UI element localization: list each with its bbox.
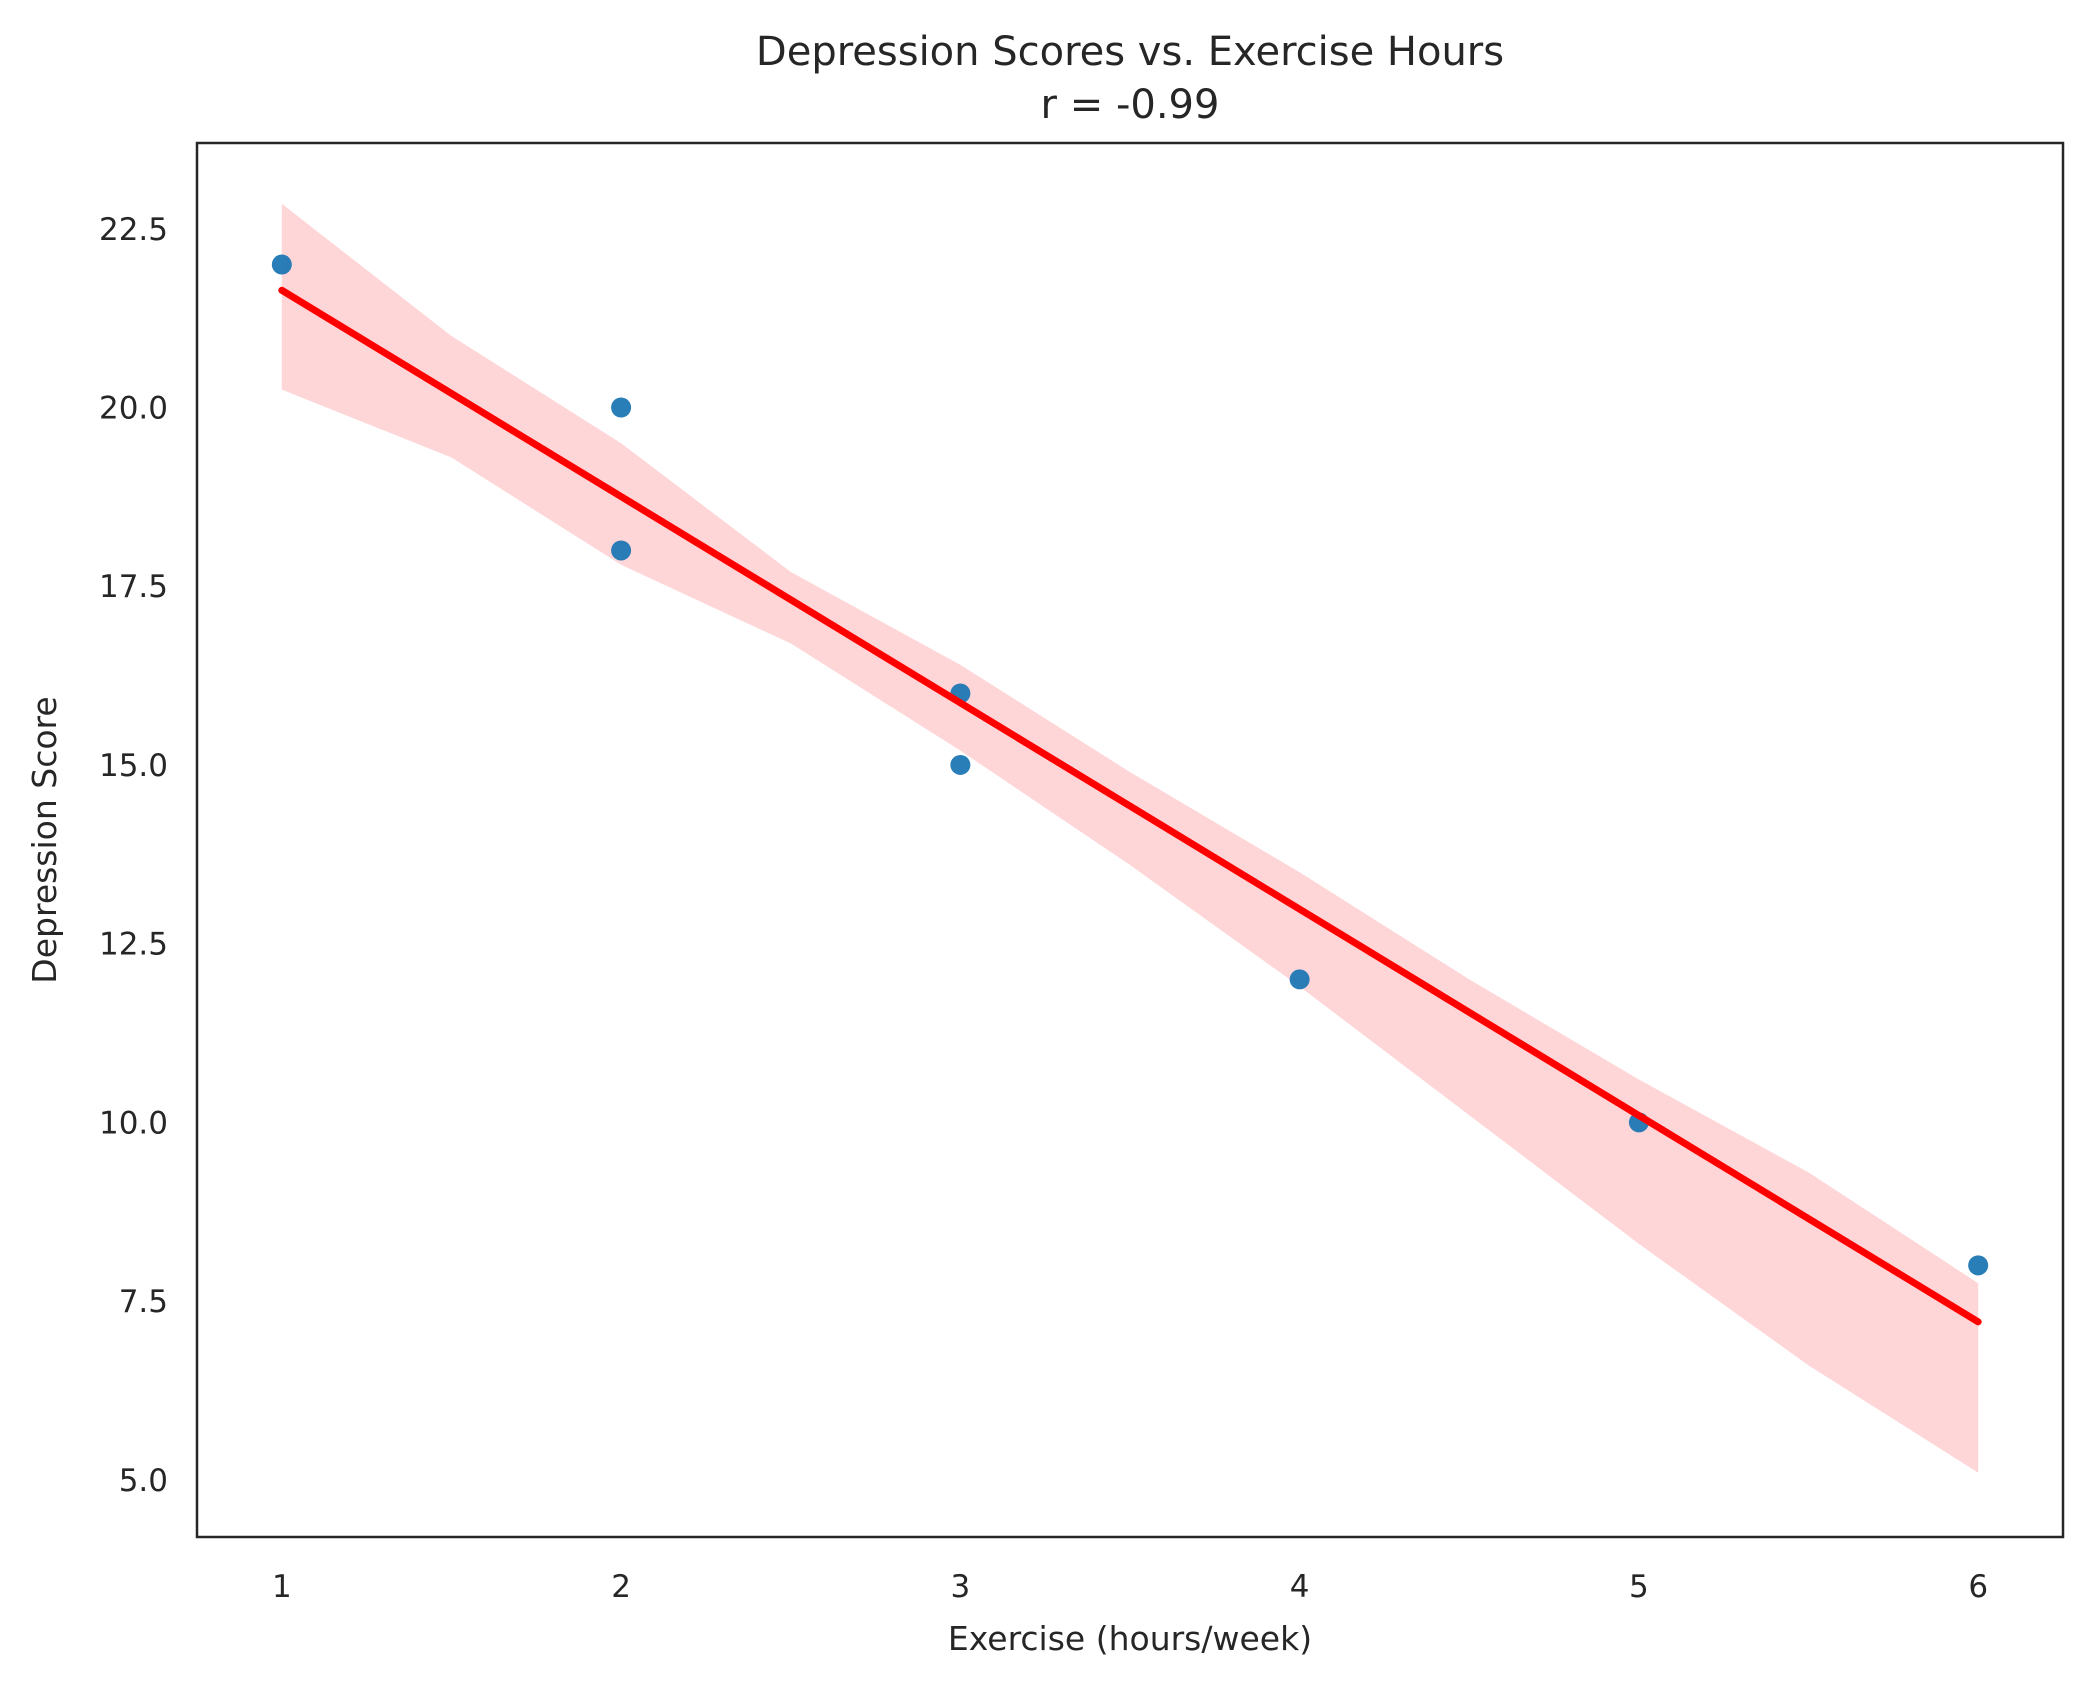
data-point bbox=[1968, 1255, 1989, 1276]
y-tick-label: 15.0 bbox=[99, 748, 168, 784]
y-axis-label: Depression Score bbox=[25, 696, 64, 983]
y-tick-label: 20.0 bbox=[99, 391, 168, 427]
data-point bbox=[950, 754, 971, 775]
chart-title: Depression Scores vs. Exercise Hours bbox=[756, 29, 1504, 75]
regression-line bbox=[278, 286, 1982, 1326]
y-axis-ticks: 5.0 7.5 10.0 12.5 15.0 17.5 20.0 22.5 bbox=[99, 212, 168, 1499]
x-tick-label: 4 bbox=[1290, 1569, 1310, 1605]
y-tick-label: 12.5 bbox=[99, 927, 168, 963]
data-point bbox=[611, 397, 632, 418]
y-tick-label: 7.5 bbox=[119, 1284, 168, 1320]
x-tick-label: 6 bbox=[1968, 1569, 1988, 1605]
y-tick-label: 17.5 bbox=[99, 569, 168, 605]
x-tick-label: 1 bbox=[272, 1569, 292, 1605]
plot-area-frame bbox=[195, 141, 2065, 1539]
data-point bbox=[611, 540, 632, 561]
x-tick-label: 5 bbox=[1629, 1569, 1649, 1605]
data-points-layer bbox=[271, 254, 1989, 1276]
y-tick-label: 22.5 bbox=[99, 212, 168, 248]
x-tick-label: 3 bbox=[950, 1569, 970, 1605]
data-point bbox=[1289, 969, 1310, 990]
x-axis-label: Exercise (hours/week) bbox=[948, 1619, 1312, 1658]
x-tick-label: 2 bbox=[611, 1569, 631, 1605]
confidence-band bbox=[281, 203, 1979, 1473]
x-axis-ticks: 1 2 3 4 5 6 bbox=[272, 1569, 1988, 1605]
confidence-band-layer bbox=[281, 203, 1979, 1473]
regression-line-layer bbox=[278, 286, 1982, 1326]
y-tick-label: 10.0 bbox=[99, 1105, 168, 1141]
chart-subtitle: r = -0.99 bbox=[1041, 82, 1220, 128]
data-point bbox=[271, 254, 292, 275]
y-tick-label: 5.0 bbox=[119, 1463, 168, 1499]
